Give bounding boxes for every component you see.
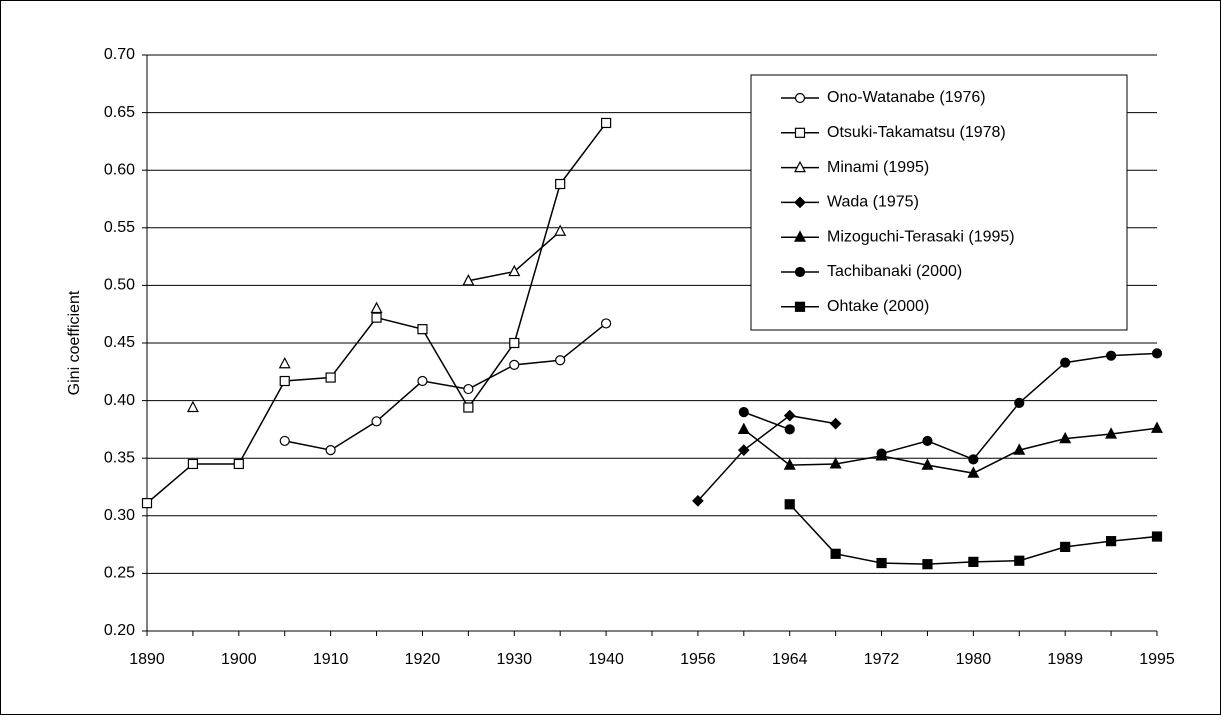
data-point (508, 264, 521, 277)
series-line (284, 322, 607, 451)
legend-label: Ohtake (2000) (827, 298, 929, 315)
y-axis-label: Gini coefficient (66, 290, 83, 395)
data-point (922, 559, 933, 570)
x-tick-label: 1920 (405, 651, 441, 668)
data-point (1151, 348, 1163, 359)
data-point (829, 417, 842, 430)
x-tick-label: 1972 (864, 651, 900, 668)
data-point (829, 457, 842, 469)
x-tick-label: 1964 (772, 651, 808, 668)
data-point (1151, 421, 1163, 433)
y-tick-label: 0.70 (104, 46, 135, 63)
data-point (922, 435, 933, 447)
data-point (921, 458, 934, 470)
data-point (830, 548, 841, 559)
data-point (233, 458, 244, 470)
y-tick-label: 0.25 (104, 565, 135, 582)
series-line (743, 427, 1158, 474)
y-tick-label: 0.65 (104, 104, 135, 121)
data-point (141, 498, 153, 509)
data-point (279, 435, 290, 447)
data-point (463, 402, 474, 413)
y-tick-label: 0.40 (104, 392, 135, 409)
legend-marker (794, 127, 806, 138)
data-point (784, 424, 795, 435)
data-point (876, 557, 887, 569)
data-point (509, 337, 520, 349)
legend-marker (794, 196, 806, 209)
legend-marker (794, 160, 806, 173)
legend-label: Tachibanaki (2000) (827, 263, 962, 280)
legend-marker (794, 266, 806, 278)
data-point (600, 117, 612, 129)
legend: Ono-Watanabe (1976) Otsuki-Takamatsu (197… (750, 74, 1128, 331)
y-tick-label: 0.55 (104, 219, 135, 236)
y-tick-label: 0.20 (104, 622, 135, 639)
data-point (784, 499, 795, 510)
data-point (1060, 541, 1071, 553)
data-point (783, 409, 796, 422)
data-point (1060, 357, 1071, 368)
legend-label: Mizoguchi-Terasaki (1995) (827, 228, 1015, 245)
data-point (968, 454, 979, 465)
y-tick-label: 0.60 (104, 161, 135, 178)
legend-marker (794, 92, 806, 104)
data-point (1105, 350, 1117, 361)
x-tick-label: 1995 (1139, 651, 1175, 668)
x-tick-label: 1900 (221, 651, 257, 668)
data-point (1059, 431, 1072, 444)
data-point (509, 359, 520, 370)
y-tick-label: 0.45 (104, 334, 135, 351)
data-point (783, 458, 796, 470)
data-point (1013, 443, 1026, 455)
legend-label: Wada (1975) (827, 194, 919, 211)
data-point (1105, 536, 1117, 547)
legend-label: Otsuki-Takamatsu (1978) (827, 124, 1006, 141)
data-point (462, 274, 475, 286)
series-line (697, 414, 836, 502)
data-point (325, 445, 336, 456)
data-point (554, 224, 567, 236)
data-point (325, 372, 336, 383)
data-point (186, 400, 199, 413)
data-point (967, 466, 980, 478)
data-point (738, 407, 749, 418)
data-point (463, 383, 474, 395)
data-point (600, 318, 612, 329)
data-point (371, 416, 382, 427)
data-point (876, 448, 887, 459)
data-point (371, 312, 382, 323)
y-tick-label: 0.30 (104, 507, 135, 524)
data-point (1014, 397, 1025, 409)
x-tick-label: 1890 (129, 651, 165, 668)
data-point (555, 355, 566, 366)
data-point (417, 324, 428, 335)
x-tick-label: 1989 (1047, 651, 1083, 668)
data-point (370, 301, 383, 314)
legend-marker (794, 230, 806, 242)
x-tick-label: 1910 (313, 651, 349, 668)
data-point (417, 375, 428, 387)
data-point (279, 375, 290, 387)
y-tick-label: 0.35 (104, 449, 135, 466)
data-point (278, 356, 291, 369)
legend-label: Ono-Watanabe (1976) (827, 89, 986, 106)
legend-marker (794, 301, 806, 312)
data-point (968, 556, 979, 567)
data-point (1014, 555, 1025, 566)
data-point (1151, 531, 1163, 542)
x-tick-label: 1940 (588, 651, 624, 668)
legend-label: Minami (1995) (827, 159, 929, 176)
x-tick-label: 1930 (496, 651, 532, 668)
data-point (737, 422, 750, 434)
data-point (1105, 427, 1118, 439)
x-tick-label: 1956 (680, 651, 716, 668)
data-point (187, 458, 199, 470)
data-point (692, 494, 704, 507)
x-tick-label: 1980 (956, 651, 992, 668)
data-point (737, 444, 750, 456)
y-tick-label: 0.50 (104, 277, 135, 294)
data-point (555, 178, 566, 190)
